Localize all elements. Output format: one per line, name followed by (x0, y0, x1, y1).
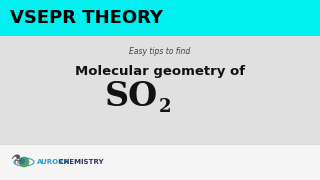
Text: SO: SO (105, 80, 158, 113)
Circle shape (19, 158, 25, 164)
Text: ⚗: ⚗ (10, 154, 22, 168)
Text: AURORA: AURORA (37, 159, 70, 165)
Bar (0, 0, 320, 36)
Text: VSEPR THEORY: VSEPR THEORY (10, 9, 163, 27)
Circle shape (19, 157, 29, 167)
Text: Molecular geometry of: Molecular geometry of (75, 66, 245, 78)
Bar (0, 144, 320, 180)
Text: Easy tips to find: Easy tips to find (129, 48, 191, 57)
Text: CHEMISTRY: CHEMISTRY (56, 159, 103, 165)
Text: 2: 2 (159, 98, 172, 116)
